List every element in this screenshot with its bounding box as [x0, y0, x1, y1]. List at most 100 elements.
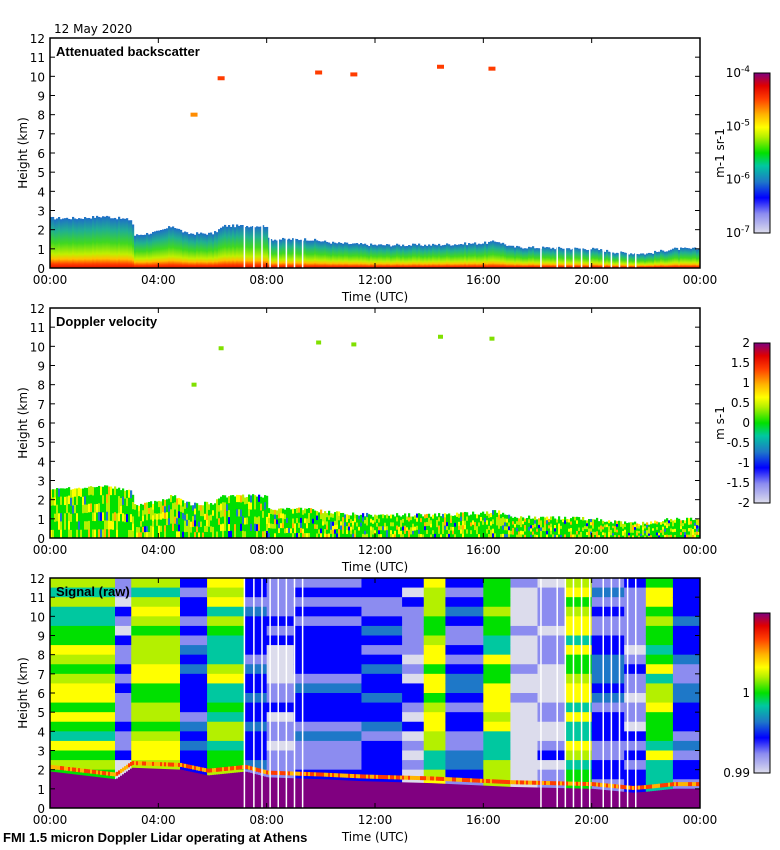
velocity-cell	[634, 524, 637, 528]
velocity-cell	[582, 520, 585, 525]
backscatter-column	[50, 217, 53, 268]
velocity-cell	[254, 523, 257, 532]
velocity-cell	[412, 527, 415, 532]
signal-cell	[115, 597, 132, 608]
data-gap	[277, 578, 279, 808]
velocity-cell	[212, 521, 215, 528]
velocity-cell	[470, 534, 473, 539]
velocity-cell	[534, 534, 537, 539]
velocity-cell	[172, 531, 175, 539]
velocity-cell	[472, 520, 475, 526]
velocity-cell	[432, 522, 435, 527]
velocity-cell	[180, 531, 183, 539]
velocity-cell	[90, 520, 93, 530]
velocity-cell	[560, 531, 563, 536]
signal-surface	[438, 783, 441, 808]
velocity-cell	[534, 523, 537, 528]
signal-cell	[537, 740, 566, 751]
backscatter-column	[468, 243, 471, 268]
velocity-cell	[234, 510, 237, 518]
backscatter-column	[448, 244, 451, 268]
backscatter-column	[250, 226, 253, 268]
velocity-cell	[576, 523, 579, 528]
signal-surface	[476, 785, 479, 808]
cloud-velocity	[489, 336, 495, 341]
signal-cell	[180, 606, 208, 617]
velocity-cell	[66, 521, 69, 531]
velocity-cell	[318, 529, 321, 535]
signal-cell	[50, 750, 116, 761]
y-tick-label: 0	[37, 532, 45, 546]
signal-cell	[483, 673, 511, 684]
velocity-cell	[300, 507, 303, 514]
backscatter-column	[278, 239, 281, 268]
velocity-cell	[664, 519, 667, 524]
velocity-cell	[272, 523, 275, 530]
signal-transition	[492, 779, 495, 784]
velocity-cell	[180, 498, 183, 506]
velocity-cell	[58, 496, 61, 506]
velocity-cell	[460, 529, 463, 535]
data-gap	[618, 222, 621, 268]
signal-surface	[234, 772, 237, 808]
velocity-cell	[408, 517, 411, 522]
velocity-cell	[606, 524, 609, 528]
velocity-cell	[186, 513, 189, 521]
velocity-cell	[400, 534, 403, 539]
velocity-cell	[228, 517, 231, 525]
signal-transition	[204, 768, 207, 773]
signal-surface	[412, 782, 415, 808]
velocity-cell	[638, 528, 641, 532]
backscatter-column	[168, 226, 171, 268]
backscatter-column	[86, 218, 89, 268]
velocity-cell	[604, 529, 607, 534]
velocity-cell	[480, 512, 483, 518]
signal-cell	[564, 578, 593, 589]
signal-cell	[591, 731, 625, 742]
velocity-cell	[578, 527, 581, 532]
backscatter-column	[648, 252, 651, 268]
velocity-cell	[580, 531, 583, 536]
velocity-cell	[340, 529, 343, 535]
velocity-cell	[344, 522, 347, 527]
signal-surface	[552, 787, 555, 808]
signal-surface	[576, 788, 579, 808]
velocity-cell	[422, 519, 425, 525]
velocity-cell	[538, 518, 541, 523]
velocity-cell	[300, 522, 303, 529]
velocity-cell	[322, 513, 325, 518]
velocity-cell	[212, 515, 215, 522]
signal-surface	[54, 772, 57, 808]
signal-surface	[336, 779, 339, 808]
velocity-cell	[434, 513, 437, 519]
velocity-cell	[336, 533, 339, 539]
velocity-cell	[590, 522, 593, 526]
velocity-cell	[526, 534, 529, 539]
velocity-cell	[640, 533, 643, 537]
signal-surface	[120, 775, 123, 808]
velocity-cell	[336, 511, 339, 517]
x-tick-label: 04:00	[141, 543, 176, 557]
signal-cell	[423, 750, 446, 761]
signal-cell	[207, 712, 246, 723]
velocity-cell	[664, 534, 667, 539]
velocity-cell	[526, 524, 529, 529]
backscatter-column	[474, 242, 477, 268]
velocity-cell	[542, 523, 545, 528]
signal-transition	[516, 780, 519, 785]
signal-cell	[483, 779, 511, 790]
signal-transition	[548, 781, 551, 786]
velocity-cell	[600, 528, 603, 533]
signal-surface	[216, 774, 219, 808]
velocity-cell	[176, 511, 179, 519]
signal-surface	[206, 775, 209, 808]
velocity-cell	[370, 522, 373, 527]
velocity-cell	[138, 511, 141, 518]
signal-surface	[292, 778, 295, 808]
signal-surface	[62, 772, 65, 808]
velocity-cell	[532, 534, 535, 539]
velocity-cell	[308, 523, 311, 529]
backscatter-column	[512, 245, 515, 268]
velocity-cell	[562, 525, 565, 530]
colorbar-tick-label: -2	[738, 496, 750, 510]
